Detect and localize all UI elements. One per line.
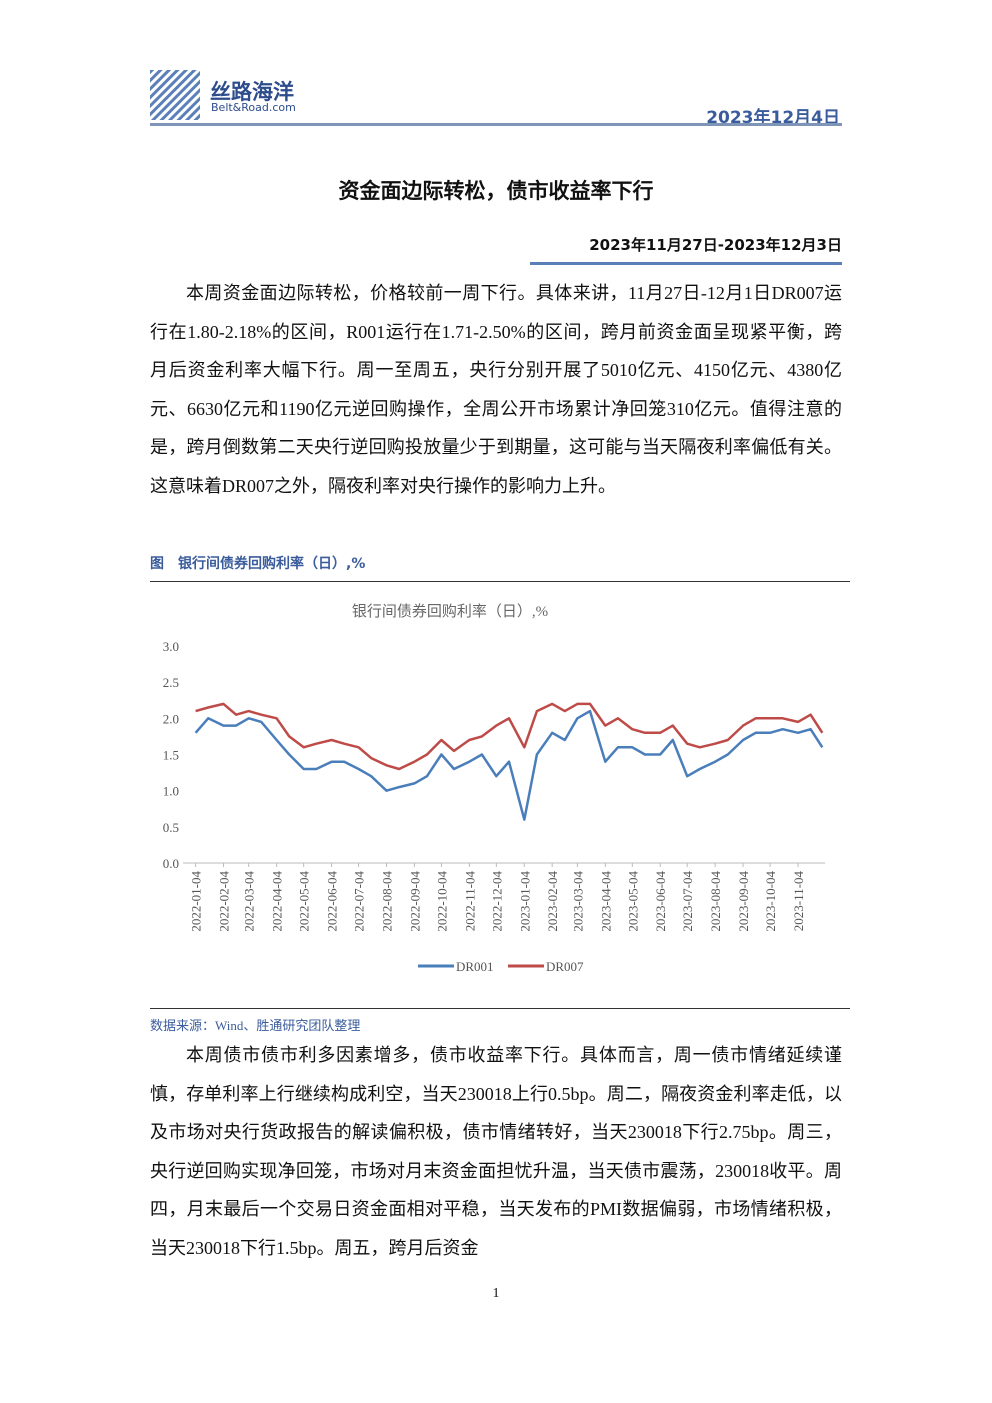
figure-caption: 图 银行间债券回购利率（日）,% [150, 556, 366, 572]
x-tick-label: 2022-11-04 [462, 871, 477, 932]
legend-label: DR007 [546, 959, 584, 974]
rule [150, 581, 850, 582]
legend-label: DR001 [456, 959, 494, 974]
y-tick-label: 1.0 [163, 784, 179, 799]
x-tick-label: 2022-04-04 [270, 871, 285, 932]
y-tick-label: 3.0 [163, 639, 179, 654]
x-tick-label: 2022-01-04 [189, 871, 204, 932]
x-tick-label: 2023-10-04 [763, 871, 778, 932]
chart: 银行间债券回购利率（日）,% 0.0 0.5 1.0 1.5 2.0 2.5 3.0 2022… [163, 603, 825, 974]
y-tick-label: 2.5 [163, 675, 179, 690]
x-tick-label: 2022-03-04 [242, 871, 257, 932]
title: 资金面边际转松，债市收益率下行 [338, 179, 654, 203]
x-tick-label: 2022-07-04 [352, 871, 367, 932]
x-tick-label: 2023-07-04 [680, 871, 695, 932]
x-tick-label: 2023-09-04 [736, 871, 751, 932]
chart-title: 银行间债券回购利率（日）,% [352, 603, 548, 620]
brand: 丝路海洋 [210, 80, 294, 104]
y-tick-label: 2.0 [163, 711, 179, 726]
page-number: 1 [492, 1286, 500, 1301]
series-line [194, 709, 824, 821]
rule [150, 1008, 850, 1009]
x-tick-label: 2022-09-04 [407, 871, 422, 932]
period-rule [530, 262, 842, 265]
header-rule [150, 123, 842, 126]
series-line [195, 702, 824, 771]
x-tick-label: 2023-03-04 [570, 871, 585, 932]
x-tick-label: 2022-12-04 [489, 871, 504, 932]
x-tick-label: 2023-11-04 [791, 871, 806, 932]
x-tick-label: 2022-08-04 [379, 871, 394, 932]
source: 数据来源：Wind、胜通研究团队整理 [150, 1018, 361, 1033]
x-tick-label: 2023-04-04 [598, 871, 613, 932]
period: 2023年11月27日-2023年12月3日 [589, 236, 842, 254]
x-tick-label: 2023-06-04 [653, 871, 668, 932]
y-tick-label: 0.5 [163, 820, 179, 835]
x-tick-label: 2023-05-04 [625, 871, 640, 932]
x-tick-label: 2023-02-04 [545, 871, 560, 932]
logo [150, 70, 200, 120]
y-tick-label: 1.5 [163, 748, 179, 763]
brand-sub: Belt&Road.com [211, 101, 296, 114]
paragraph: 本周资金面边际转松，价格较前一周下行。具体来讲，11月27日-12月1日DR00… [150, 283, 842, 496]
x-tick-label: 2022-05-04 [297, 871, 312, 932]
y-tick-label: 0.0 [163, 856, 179, 871]
x-tick-label: 2023-01-04 [517, 871, 532, 932]
x-tick-label: 2023-08-04 [708, 871, 723, 932]
x-tick-label: 2022-06-04 [325, 871, 340, 932]
paragraph: 本周债市债市利多因素增多，债市收益率下行。具体而言，周一债市情绪延续谨慎，存单利… [150, 1045, 842, 1258]
x-tick-label: 2022-10-04 [434, 871, 449, 932]
x-tick-label: 2022-02-04 [217, 871, 232, 932]
